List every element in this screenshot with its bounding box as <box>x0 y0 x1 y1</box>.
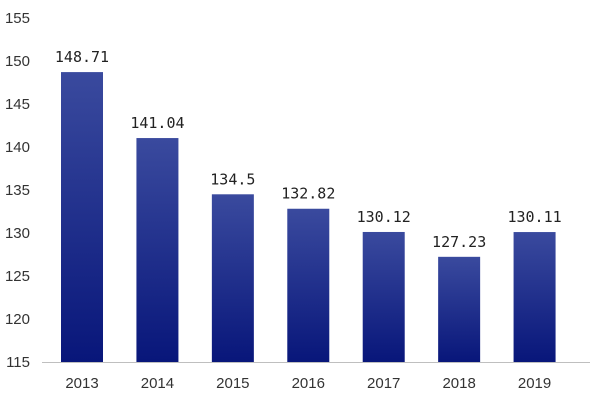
x-tick-label: 2017 <box>367 375 400 392</box>
y-tick-label: 140 <box>5 139 30 156</box>
x-tick-label: 2019 <box>518 375 551 392</box>
y-tick-label: 130 <box>5 225 30 242</box>
bar-2017 <box>362 231 405 362</box>
data-label-2018: 127.23 <box>432 233 486 251</box>
bar-2019 <box>513 232 556 362</box>
data-label-2013: 148.71 <box>55 48 109 66</box>
y-tick-label: 150 <box>5 53 30 70</box>
x-tick-label: 2016 <box>292 375 325 392</box>
bar-2013 <box>61 72 103 363</box>
x-tick-label: 2015 <box>216 375 249 392</box>
y-axis: 115 120 125 130 135 140 145 150 155 <box>5 10 30 371</box>
y-tick-label: 120 <box>5 311 30 328</box>
bar-2018 <box>438 256 481 362</box>
y-tick-label: 145 <box>5 96 30 113</box>
data-label-2017: 130.12 <box>357 208 411 226</box>
data-label-2019: 130.11 <box>507 208 561 226</box>
y-tick-label: 125 <box>5 268 30 285</box>
data-label-2014: 141.04 <box>130 114 184 132</box>
x-axis: 2013 2014 2015 2016 2017 2018 2019 <box>42 362 590 392</box>
y-tick-label: 115 <box>6 354 30 371</box>
x-tick-label: 2014 <box>141 375 174 392</box>
data-label-2015: 134.5 <box>210 170 255 188</box>
y-tick-label: 155 <box>5 10 30 27</box>
bar-2014 <box>136 138 179 362</box>
data-label-2016: 132.82 <box>281 185 335 203</box>
data-labels-group: 148.71 141.04 134.5 132.82 130.12 127.23 130.1… <box>55 48 562 251</box>
bar-2016 <box>287 208 330 362</box>
y-tick-label: 135 <box>5 182 30 199</box>
x-tick-label: 2018 <box>442 375 475 392</box>
bars-group <box>61 72 556 363</box>
bar-2015 <box>211 194 254 362</box>
x-tick-label: 2013 <box>65 375 98 392</box>
